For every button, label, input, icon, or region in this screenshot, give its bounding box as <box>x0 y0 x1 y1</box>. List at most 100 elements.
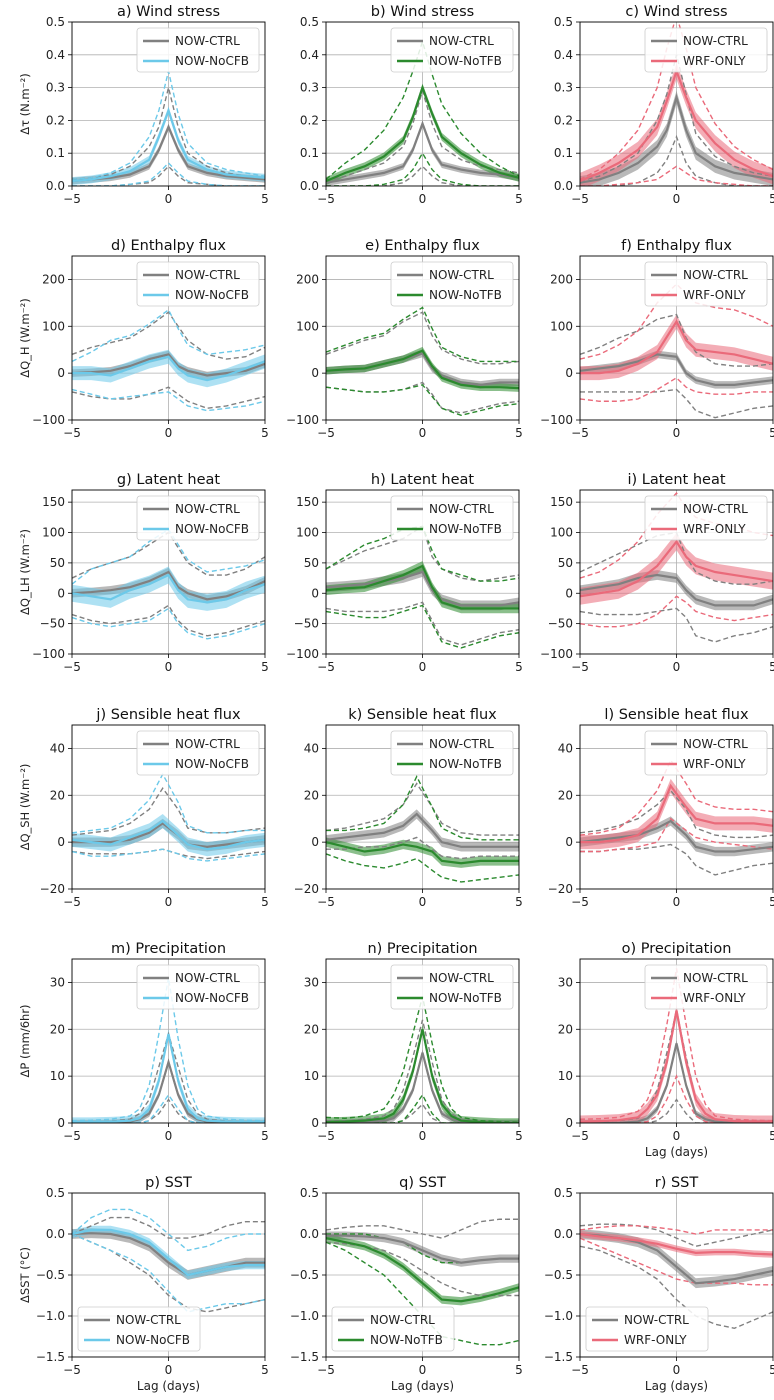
y-tick-label: 0.1 <box>300 146 319 160</box>
series-exp-mean-line <box>72 573 265 604</box>
y-tick-label: 0.2 <box>300 113 319 127</box>
series-exp-upper-dashed <box>326 1233 519 1264</box>
series-ctrl-upper-dashed <box>326 1019 519 1123</box>
x-tick-label: 0 <box>419 1363 427 1377</box>
y-tick-label: −100 <box>286 647 319 661</box>
legend-label: NOW-NoCFB <box>116 1333 190 1347</box>
legend-label: NOW-CTRL <box>683 502 748 516</box>
legend-label: NOW-CTRL <box>429 971 494 985</box>
y-tick-label: 0.0 <box>554 179 573 193</box>
panel-wind-2: 0.0 0.1 0.2 0.3 0.4 0.5 −5 0 5 c) Wind stress NOW-… <box>554 4 774 206</box>
legend: NOW-CTRL NOW-NoCFB <box>136 495 260 541</box>
legend: NOW-CTRL WRF-ONLY <box>644 730 768 776</box>
panel-title: l) Sensible heat flux <box>604 707 749 723</box>
y-tick-label: 50 <box>304 556 319 570</box>
y-tick-label: 0.1 <box>46 146 65 160</box>
legend-label: NOW-NoCFB <box>175 522 249 536</box>
series-ctrl-upper-dashed <box>580 313 773 367</box>
series-ctrl-upper-dashed <box>326 782 519 836</box>
legend-label: WRF-ONLY <box>683 991 746 1005</box>
panel-sens-0: −20 0 20 40 −5 0 5 j) Sensible heat flux NOW-CTR… <box>18 707 269 909</box>
series-ctrl-mean-line <box>326 120 519 184</box>
x-tick-label: −5 <box>571 1129 589 1143</box>
legend-label: NOW-NoCFB <box>175 991 249 1005</box>
y-tick-label: 0.0 <box>46 1227 65 1241</box>
series-exp-upper-dashed <box>72 1208 265 1252</box>
x-tick-label: 0 <box>419 192 427 206</box>
series-exp-mean-line <box>72 355 265 382</box>
legend-label: NOW-CTRL <box>683 971 748 985</box>
y-tick-label: 0 <box>311 835 319 849</box>
x-tick-label: −5 <box>63 1363 81 1377</box>
series-ctrl-lower-dashed <box>580 134 773 186</box>
series-ctrl-mean-line <box>580 819 773 853</box>
series-ctrl-lower-dashed <box>580 1245 773 1330</box>
y-tick-label: 100 <box>42 526 65 540</box>
x-tick-label: 5 <box>261 1363 269 1377</box>
panel-sens-2: −20 0 20 40 −5 0 5 l) Sensible heat flux NOW-CTR… <box>548 707 774 909</box>
series-ctrl-lower-dashed <box>326 836 519 860</box>
x-tick-label: −5 <box>571 1363 589 1377</box>
y-tick-label: −0.5 <box>544 1268 573 1282</box>
x-tick-label: −5 <box>63 192 81 206</box>
y-tick-label: 0.0 <box>300 179 319 193</box>
y-tick-label: 0.4 <box>300 48 319 62</box>
x-tick-label: 0 <box>419 895 427 909</box>
y-tick-label: 0.0 <box>554 1227 573 1241</box>
series-ctrl-upper-dashed <box>580 789 773 839</box>
plot-area <box>326 1193 519 1357</box>
y-tick-label: −50 <box>548 617 573 631</box>
legend: NOW-CTRL WRF-ONLY <box>644 261 768 307</box>
x-tick-label: 0 <box>673 192 681 206</box>
x-tick-label: 0 <box>673 1363 681 1377</box>
legend-label: NOW-CTRL <box>429 502 494 516</box>
x-axis-label: Lag (days) <box>391 1379 454 1393</box>
x-tick-label: −5 <box>63 426 81 440</box>
y-tick-label: 0.5 <box>554 15 573 29</box>
y-tick-label: 0.0 <box>300 1227 319 1241</box>
series-exp-mean-line <box>580 319 773 375</box>
series-exp-lower-dashed <box>580 165 773 186</box>
y-tick-label: 0.3 <box>46 81 65 95</box>
panel-title: g) Latent heat <box>117 472 221 488</box>
x-tick-label: −5 <box>317 660 335 674</box>
y-tick-label: −20 <box>40 882 65 896</box>
legend: NOW-CTRL WRF-ONLY <box>644 964 768 1010</box>
legend-label: NOW-CTRL <box>683 268 748 282</box>
y-tick-label: 100 <box>296 526 319 540</box>
y-tick-label: 20 <box>558 1022 573 1036</box>
legend-label: NOW-NoTFB <box>429 522 502 536</box>
series-exp-band <box>72 1225 265 1280</box>
y-tick-label: 0.3 <box>300 81 319 95</box>
y-tick-label: 0 <box>565 366 573 380</box>
y-tick-label: 0.0 <box>46 179 65 193</box>
y-tick-label: 0.2 <box>46 113 65 127</box>
x-tick-label: −5 <box>571 660 589 674</box>
x-tick-label: 5 <box>769 192 774 206</box>
y-tick-label: 0 <box>311 586 319 600</box>
legend: NOW-CTRL NOW-NoTFB <box>390 964 514 1010</box>
legend-label: NOW-CTRL <box>175 737 240 751</box>
series-exp-mean-line <box>72 1033 265 1123</box>
panel-title: i) Latent heat <box>627 472 725 488</box>
x-tick-label: 5 <box>515 426 523 440</box>
x-tick-label: 5 <box>261 192 269 206</box>
legend-label: NOW-CTRL <box>116 1313 181 1327</box>
panel-title: b) Wind stress <box>371 4 474 20</box>
legend: NOW-CTRL NOW-NoTFB <box>390 261 514 307</box>
series-ctrl-mean-line <box>72 353 265 377</box>
series-exp-lower-dashed <box>72 388 265 412</box>
panel-sst-0: −1.5 −1.0 −0.5 0.0 0.5 −5 0 5 p) SST Lag (days) NO… <box>18 1175 269 1393</box>
legend-label: NOW-CTRL <box>624 1313 689 1327</box>
y-tick-label: 0 <box>311 366 319 380</box>
series-ctrl-upper-dashed <box>580 1223 773 1248</box>
series-exp-mean-line <box>72 107 265 183</box>
series-ctrl-band <box>326 1231 519 1267</box>
x-tick-label: 0 <box>419 660 427 674</box>
x-tick-label: −5 <box>63 895 81 909</box>
y-tick-label: 150 <box>42 495 65 509</box>
series-exp-lower-dashed <box>580 1074 773 1123</box>
legend: NOW-CTRL WRF-ONLY <box>644 27 768 73</box>
